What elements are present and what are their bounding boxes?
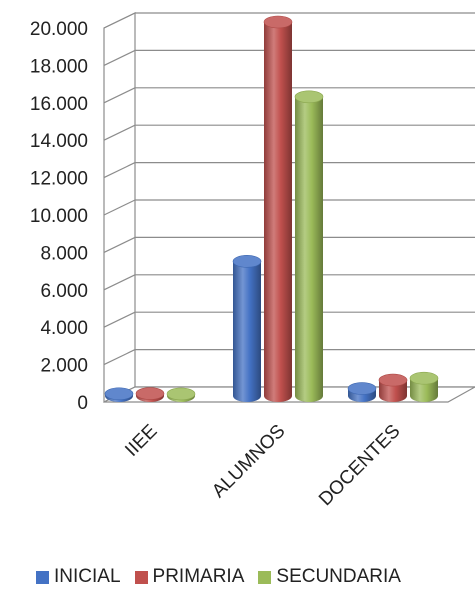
legend-item-primaria: PRIMARIA	[134, 566, 245, 588]
gridline-side	[103, 311, 136, 328]
chart-plot: 0 2.000 4.000 6.000 8.000 10.000 12.000 14.000 1…	[30, 12, 475, 511]
x-tick-label: ALUMNOS	[208, 421, 289, 502]
y-tick-label: 0	[77, 393, 88, 414]
gridline-side	[103, 124, 136, 141]
legend-item-secundaria: SECUNDARIA	[258, 566, 401, 588]
x-tick-label: DOCENTES	[315, 421, 405, 511]
legend-swatch-inicial	[36, 570, 49, 584]
y-tick-label: 8.000	[40, 243, 88, 264]
gridline-side	[103, 236, 136, 253]
bar-top	[166, 387, 196, 401]
bar-top	[232, 255, 262, 268]
legend: INICIAL PRIMARIA SECUNDARIA	[36, 566, 401, 588]
bar-top	[378, 373, 408, 387]
bar-top	[135, 387, 165, 400]
bar-top	[104, 387, 134, 401]
legend-label-inicial: INICIAL	[54, 566, 121, 587]
y-tick-label: 10.000	[30, 206, 88, 227]
bar	[295, 96, 323, 403]
y-tick-label: 14.000	[30, 131, 88, 152]
y-tick-label: 12.000	[30, 169, 88, 190]
x-tick-label: IIEE	[121, 421, 161, 461]
gridline-side	[103, 349, 136, 366]
bar-top	[347, 382, 377, 395]
bar	[410, 378, 438, 402]
legend-swatch-primaria	[134, 570, 148, 584]
gridline-side	[103, 199, 136, 216]
bar	[233, 261, 261, 402]
bar-top	[294, 90, 324, 104]
gridline-side	[103, 87, 136, 104]
legend-swatch-secundaria	[258, 570, 272, 584]
y-tick-label: 20.000	[30, 19, 88, 40]
y-tick-label: 6.000	[40, 281, 88, 302]
legend-item-inicial: INICIAL	[36, 566, 121, 588]
gridline-side	[103, 12, 136, 29]
y-tick-label: 2.000	[40, 356, 88, 377]
legend-label-secundaria: SECUNDARIA	[276, 566, 401, 587]
bar	[264, 22, 292, 402]
legend-label-primaria: PRIMARIA	[152, 566, 245, 587]
gridline-side	[103, 49, 136, 66]
gridline-side	[103, 274, 136, 291]
bar-top	[409, 371, 439, 385]
bar-top	[263, 15, 293, 29]
y-tick-label: 16.000	[30, 94, 88, 115]
gridline-side	[103, 162, 136, 179]
y-tick-label: 4.000	[40, 318, 88, 339]
y-tick-label: 18.000	[30, 56, 88, 77]
